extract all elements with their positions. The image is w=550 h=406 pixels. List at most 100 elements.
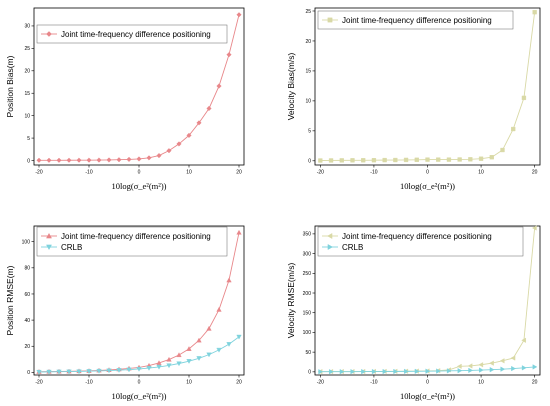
data-point (176, 352, 182, 358)
data-point (186, 132, 192, 138)
x-tick-label: -20 (317, 380, 324, 386)
y-tick-label: 0 (27, 158, 30, 164)
data-point (531, 225, 537, 231)
data-point (166, 363, 172, 369)
x-tick-label: 0 (426, 380, 429, 386)
data-point (56, 157, 62, 163)
legend: Joint time-frequency difference position… (36, 24, 228, 44)
data-point (146, 366, 152, 371)
data-point (196, 337, 202, 343)
data-point (436, 368, 441, 374)
y-tick-label: 80 (24, 266, 30, 272)
data-point (446, 157, 452, 162)
data-point (56, 369, 62, 375)
data-point (468, 157, 473, 162)
y-tick-label: 50 (305, 350, 311, 356)
data-point (489, 367, 495, 373)
data-point (76, 157, 82, 163)
data-point (176, 361, 182, 367)
legend-label: Joint time-frequency difference position… (342, 16, 492, 25)
x-tick-label: -10 (370, 170, 377, 176)
data-point (216, 83, 222, 89)
data-point (186, 359, 192, 364)
data-point (166, 356, 172, 362)
data-point (116, 368, 122, 373)
y-tick-label: 20 (24, 344, 30, 350)
data-point (196, 120, 202, 126)
data-point (236, 334, 242, 340)
x-tick-label: -10 (370, 380, 377, 386)
x-tick-label: 20 (236, 170, 242, 176)
data-point (467, 363, 473, 369)
y-tick-label: 5 (308, 129, 311, 135)
data-point (136, 366, 142, 372)
data-point (521, 365, 527, 371)
data-point (478, 156, 484, 161)
y-tick-label: 10 (305, 99, 311, 105)
x-tick-label: -20 (317, 170, 324, 176)
data-point (382, 368, 388, 375)
y-tick-label: 300 (303, 251, 312, 257)
data-point (236, 12, 242, 18)
data-point (511, 365, 516, 372)
data-point (66, 157, 72, 163)
data-point (350, 158, 355, 163)
data-point (511, 126, 516, 132)
data-point (318, 369, 324, 375)
data-point (116, 157, 122, 163)
data-point (46, 157, 52, 163)
data-point (226, 277, 232, 283)
y-tick-label: 40 (24, 318, 30, 324)
data-point (206, 325, 212, 331)
legend: Joint time-frequency difference position… (317, 226, 524, 257)
y-tick-label: 100 (22, 239, 31, 245)
data-point (96, 368, 102, 374)
data-point (521, 337, 526, 343)
data-point (403, 157, 409, 163)
x-tick-label: -10 (85, 380, 92, 386)
y-axis-label: Position RMSE(m) (5, 265, 15, 335)
plot-frame (314, 7, 541, 166)
x-axis-label: 10log(σ_e²(m²)) (112, 181, 167, 191)
data-point (196, 356, 202, 361)
data-point (361, 368, 366, 375)
y-tick-label: 250 (303, 271, 312, 277)
legend: Joint time-frequency difference position… (36, 226, 228, 257)
data-point (404, 368, 409, 375)
data-point (457, 368, 463, 374)
series-2 (318, 364, 538, 375)
data-point (350, 369, 356, 375)
legend-label: CRLB (61, 243, 82, 252)
y-tick-label: 100 (303, 330, 312, 336)
legend-label: Joint time-frequency difference position… (342, 232, 492, 241)
data-point (96, 157, 102, 163)
data-point (36, 369, 42, 375)
y-tick-label: 25 (305, 9, 311, 15)
data-point (216, 347, 222, 353)
data-point (425, 368, 431, 374)
data-point (86, 369, 92, 374)
data-point (478, 362, 484, 368)
legend-box (36, 226, 228, 257)
data-point (425, 157, 430, 162)
series-line (320, 12, 536, 161)
x-tick-label: 10 (186, 170, 192, 176)
data-point (36, 157, 42, 163)
legend-marker (327, 244, 334, 250)
data-point (206, 352, 212, 358)
data-point (457, 157, 462, 162)
data-point (226, 342, 232, 347)
y-tick-label: 0 (308, 159, 311, 165)
data-point (328, 158, 334, 163)
data-point (146, 155, 152, 161)
x-tick-label: 0 (138, 380, 141, 386)
y-tick-label: 5 (27, 136, 30, 142)
chart-panel-2: -20 -10 0 10 20 0 5 10 15 20 25 Velocity Bias(m/s) 1… (286, 7, 541, 191)
data-point (382, 157, 387, 163)
data-point (510, 355, 516, 361)
data-point (489, 360, 494, 366)
x-tick-label: 10 (186, 380, 192, 386)
y-tick-label: 20 (24, 69, 30, 75)
data-point (156, 364, 162, 370)
